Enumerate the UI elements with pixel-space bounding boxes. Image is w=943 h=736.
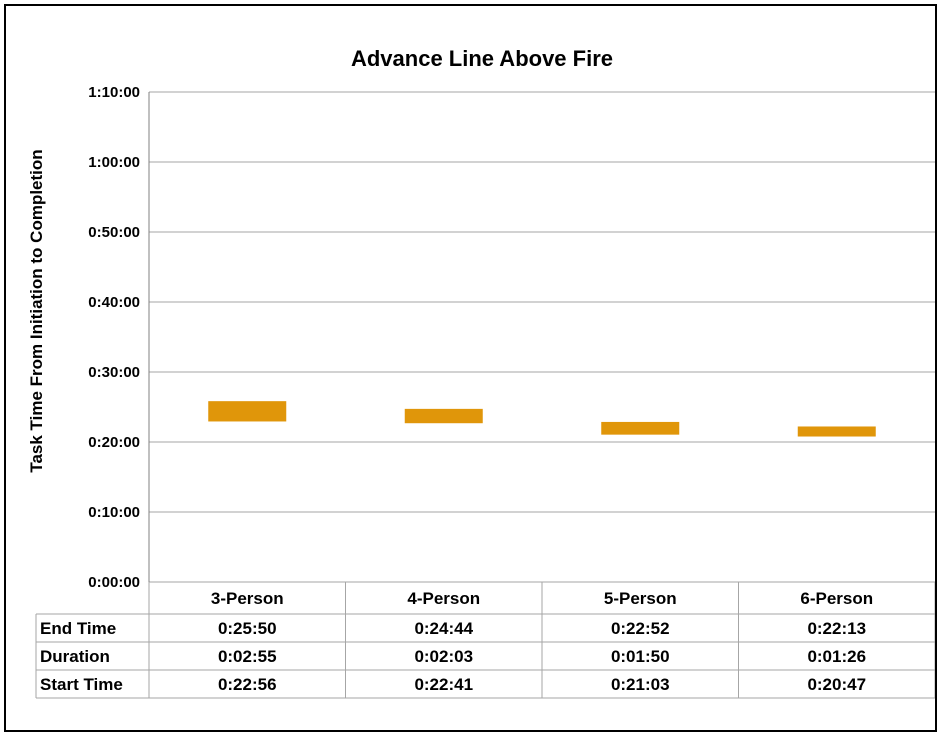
category-label: 6-Person [800, 589, 873, 608]
table-row-label: Start Time [40, 675, 123, 694]
table-cell: 0:20:47 [807, 675, 866, 694]
table-cell: 0:02:55 [218, 647, 277, 666]
table-cell: 0:22:52 [611, 619, 670, 638]
table-cell: 0:22:41 [414, 675, 473, 694]
y-tick-label: 0:30:00 [88, 364, 140, 381]
table-cell: 0:22:13 [807, 619, 866, 638]
table-cell: 0:25:50 [218, 619, 277, 638]
category-label: 5-Person [604, 589, 677, 608]
range-bar-4-person [404, 408, 483, 424]
grid-lines [148, 91, 935, 583]
range-bar-5-person [601, 421, 680, 435]
y-tick-label: 0:50:00 [88, 224, 140, 241]
chart-title: Advance Line Above Fire [351, 46, 613, 71]
y-axis-label: Task Time From Initiation to Completion [27, 149, 46, 472]
category-label: 3-Person [211, 589, 284, 608]
table-row-label: Duration [40, 647, 110, 666]
y-tick-label: 1:00:00 [88, 154, 140, 171]
table-cell: 0:02:03 [414, 647, 473, 666]
y-tick-label: 0:40:00 [88, 294, 140, 311]
table-cell: 0:01:50 [611, 647, 670, 666]
data-table: 3-Person 4-Person 5-Person 6-Person End Time… [35, 582, 935, 699]
y-tick-labels: 0:00:00 0:10:00 0:20:00 0:30:00 0:40:00 0:50:… [88, 84, 140, 591]
y-tick-label: 0:00:00 [88, 574, 140, 591]
range-bar-3-person [208, 401, 287, 422]
y-tick-label: 0:10:00 [88, 504, 140, 521]
range-bar-6-person [797, 426, 876, 437]
y-tick-label: 0:20:00 [88, 434, 140, 451]
chart-svg: Advance Line Above Fire Task Time From I… [27, 46, 935, 699]
chart-frame: Advance Line Above Fire Task Time From I… [4, 4, 937, 732]
table-cell: 0:21:03 [611, 675, 670, 694]
table-cell: 0:22:56 [218, 675, 277, 694]
y-tick-label: 1:10:00 [88, 84, 140, 101]
range-bars [208, 401, 876, 437]
table-row-label: End Time [40, 619, 116, 638]
category-label: 4-Person [407, 589, 480, 608]
table-cell: 0:01:26 [807, 647, 866, 666]
table-cell: 0:24:44 [414, 619, 473, 638]
